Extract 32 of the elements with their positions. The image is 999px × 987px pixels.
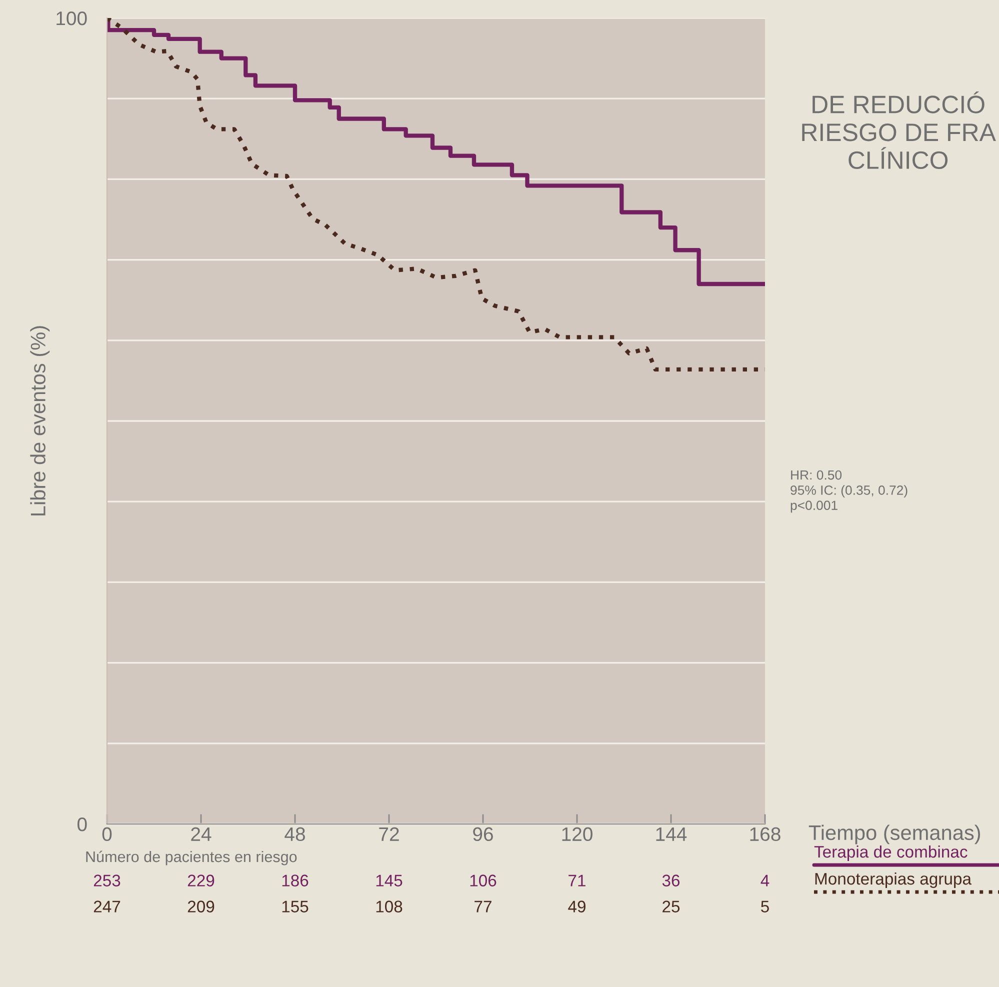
- y-axis-title: Libre de eventos (%): [30, 326, 50, 516]
- x-tick-label: 144: [656, 827, 687, 841]
- x-tick-label: 72: [379, 827, 399, 841]
- x-tick-label: 48: [284, 827, 305, 842]
- text: Terapia de combinac: [814, 845, 968, 861]
- x-tick-label: 168: [750, 827, 780, 842]
- x-axis-title: Tiempo (semanas): [808, 824, 980, 844]
- text: 229: [188, 874, 214, 886]
- text: 36: [662, 874, 680, 886]
- text: Monoterapias agrupa: [815, 872, 972, 888]
- x-tick-label: 24: [191, 827, 212, 841]
- text: 155: [282, 900, 308, 912]
- x-tick-label: 0: [102, 827, 112, 842]
- text: 4: [760, 874, 770, 886]
- text: 49: [568, 900, 586, 912]
- text: DE REDUCCIÓ RIESGO DE FRA CLÍNICO: [802, 91, 996, 170]
- text: 77: [474, 900, 492, 912]
- text: 145: [376, 874, 402, 886]
- y-tick-label: 100: [56, 11, 87, 26]
- text: 106: [470, 874, 496, 886]
- text: 108: [376, 900, 402, 912]
- text: 5: [761, 900, 769, 912]
- text: 186: [282, 874, 308, 886]
- text: 209: [188, 900, 214, 912]
- text: 247: [94, 900, 120, 912]
- x-tick-label: 96: [473, 827, 493, 842]
- text: 253: [94, 874, 120, 886]
- text: 25: [662, 900, 680, 912]
- text: Número de pacientes en riesgo: [86, 850, 297, 866]
- x-tick-label: 120: [562, 827, 592, 842]
- text: HR: 0.50 95% IC: (0.35, 0.72) p<0.001: [790, 470, 908, 513]
- text: 71: [568, 874, 586, 886]
